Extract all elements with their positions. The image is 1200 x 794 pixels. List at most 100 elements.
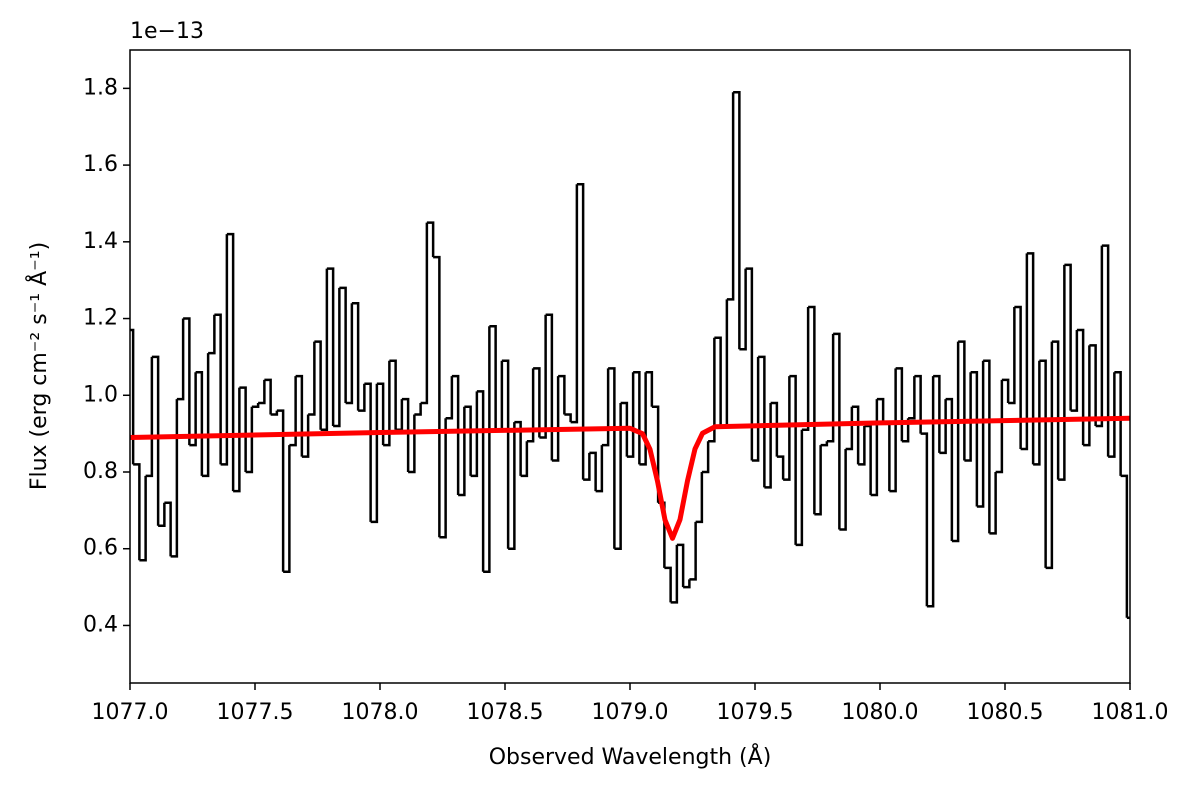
flux-step xyxy=(645,371,654,407)
flux-step xyxy=(939,399,947,455)
y-tick-label: 0.8 xyxy=(83,459,118,484)
flux-step xyxy=(1108,372,1116,458)
flux-step xyxy=(1120,474,1129,618)
y-tick-label: 1.2 xyxy=(83,306,118,331)
flux-step xyxy=(708,337,716,443)
flux-step xyxy=(870,399,879,497)
flux-step xyxy=(489,324,497,430)
offset-text: 1e−13 xyxy=(130,19,204,44)
flux-step xyxy=(601,368,610,447)
flux-step xyxy=(833,332,841,530)
flux-step xyxy=(970,371,979,507)
flux-step xyxy=(326,267,335,426)
flux-step xyxy=(358,383,366,412)
flux-step xyxy=(976,360,985,508)
x-tick-label: 1079.5 xyxy=(717,700,794,725)
flux-step xyxy=(1064,263,1072,411)
flux-step xyxy=(714,336,722,426)
flux-step xyxy=(933,374,941,453)
flux-step xyxy=(920,432,929,607)
flux-step xyxy=(839,448,847,531)
flux-step xyxy=(745,267,754,461)
flux-step xyxy=(664,566,672,603)
flux-step xyxy=(901,418,910,443)
y-tick-label: 1.0 xyxy=(83,382,118,407)
flux-step xyxy=(795,429,804,547)
flux-step xyxy=(1045,341,1054,570)
x-tick-label: 1078.5 xyxy=(467,700,544,725)
flux-step xyxy=(1095,245,1104,428)
y-axis-label: Flux (erg cm⁻² s⁻¹ Å⁻¹) xyxy=(25,242,52,490)
flux-step xyxy=(414,402,422,416)
flux-step xyxy=(189,372,197,447)
flux-step xyxy=(583,452,591,481)
flux-step xyxy=(433,255,441,538)
flux-step xyxy=(814,445,822,516)
flux-step xyxy=(476,390,485,572)
flux-step xyxy=(333,287,341,428)
flux-step xyxy=(239,386,247,472)
flux-step xyxy=(320,268,329,432)
flux-step xyxy=(670,544,679,604)
x-tick-label: 1080.0 xyxy=(842,700,919,725)
flux-step xyxy=(183,317,191,446)
flux-step xyxy=(1070,330,1079,412)
flux-step xyxy=(301,414,310,458)
flux-step xyxy=(676,543,685,588)
flux-step xyxy=(258,379,266,405)
flux-step xyxy=(726,92,735,301)
flux-step xyxy=(820,441,829,447)
flux-step xyxy=(420,222,429,405)
flux-step xyxy=(608,367,616,549)
flux-step xyxy=(220,234,229,466)
flux-step xyxy=(226,232,235,492)
flux-step xyxy=(470,391,479,478)
flux-step xyxy=(570,184,579,424)
flux-step xyxy=(808,305,816,515)
flux-step xyxy=(251,402,260,409)
flux-step xyxy=(158,502,166,527)
flux-step xyxy=(214,313,222,465)
flux-step xyxy=(1101,244,1110,457)
flux-step xyxy=(376,382,385,446)
flux-step xyxy=(283,445,291,573)
flux-step xyxy=(401,397,410,472)
flux-step xyxy=(789,374,797,545)
flux-step xyxy=(233,387,241,493)
flux-step xyxy=(614,402,622,550)
flux-step xyxy=(1014,305,1022,449)
flux-step xyxy=(201,353,210,478)
flux-step xyxy=(445,376,454,420)
flux-step xyxy=(1083,345,1091,447)
flux-step xyxy=(208,314,216,355)
x-axis-label: Observed Wavelength (Å) xyxy=(489,743,772,770)
flux-step xyxy=(683,579,691,589)
y-tick-label: 1.8 xyxy=(83,75,118,100)
flux-step xyxy=(1051,340,1060,480)
flux-step xyxy=(289,376,297,447)
flux-step xyxy=(826,333,835,443)
flux-step xyxy=(276,409,285,572)
y-tick-label: 1.6 xyxy=(83,152,118,177)
flux-step xyxy=(508,422,516,550)
flux-step xyxy=(595,445,604,493)
plot-frame xyxy=(129,49,1131,684)
flux-step xyxy=(170,399,179,558)
flux-step xyxy=(751,356,760,462)
flux-step xyxy=(514,420,522,476)
flux-step xyxy=(1033,360,1041,466)
y-tick-label: 0.6 xyxy=(83,536,118,561)
flux-step xyxy=(551,376,560,462)
flux-step xyxy=(345,303,354,405)
flux-step xyxy=(851,405,860,465)
flux-step xyxy=(945,397,954,542)
flux-step xyxy=(383,360,391,447)
flux-step xyxy=(526,368,535,443)
flux-step xyxy=(689,521,697,581)
flux-step xyxy=(639,372,647,466)
flux-step xyxy=(701,441,710,474)
x-tick-label: 1078.0 xyxy=(342,700,419,725)
y-tick-label: 0.4 xyxy=(83,612,118,637)
flux-step xyxy=(308,341,316,416)
